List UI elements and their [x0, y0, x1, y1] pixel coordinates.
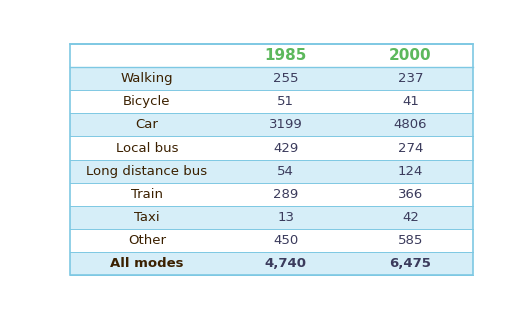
- Text: 4806: 4806: [394, 118, 427, 131]
- Bar: [70, 44, 473, 67]
- Text: 3199: 3199: [269, 118, 303, 131]
- Text: Other: Other: [128, 234, 166, 247]
- Text: 585: 585: [398, 234, 423, 247]
- Bar: [70, 90, 473, 113]
- Text: 13: 13: [277, 211, 294, 224]
- Text: 124: 124: [398, 165, 423, 178]
- Text: Bicycle: Bicycle: [123, 95, 171, 108]
- Text: 41: 41: [402, 95, 419, 108]
- Bar: [70, 67, 473, 90]
- Text: Walking: Walking: [120, 72, 173, 85]
- Text: 1985: 1985: [264, 48, 307, 63]
- Text: 54: 54: [277, 165, 294, 178]
- Bar: [70, 160, 473, 183]
- Text: 255: 255: [273, 72, 298, 85]
- Text: 289: 289: [273, 188, 298, 201]
- Text: 237: 237: [398, 72, 423, 85]
- Bar: [70, 206, 473, 229]
- Text: Train: Train: [131, 188, 163, 201]
- Text: 51: 51: [277, 95, 294, 108]
- Text: 4,740: 4,740: [264, 257, 307, 270]
- Bar: [70, 137, 473, 160]
- Bar: [70, 183, 473, 206]
- Bar: [70, 252, 473, 275]
- Text: 450: 450: [273, 234, 298, 247]
- Text: Long distance bus: Long distance bus: [86, 165, 207, 178]
- Text: 42: 42: [402, 211, 419, 224]
- Text: 2000: 2000: [389, 48, 432, 63]
- Text: 366: 366: [398, 188, 423, 201]
- Bar: [70, 229, 473, 252]
- Bar: [70, 113, 473, 137]
- Text: Local bus: Local bus: [116, 142, 178, 155]
- Text: All modes: All modes: [110, 257, 183, 270]
- Text: 274: 274: [398, 142, 423, 155]
- Text: Taxi: Taxi: [134, 211, 160, 224]
- Text: Car: Car: [135, 118, 158, 131]
- Text: 6,475: 6,475: [390, 257, 431, 270]
- Text: 429: 429: [273, 142, 298, 155]
